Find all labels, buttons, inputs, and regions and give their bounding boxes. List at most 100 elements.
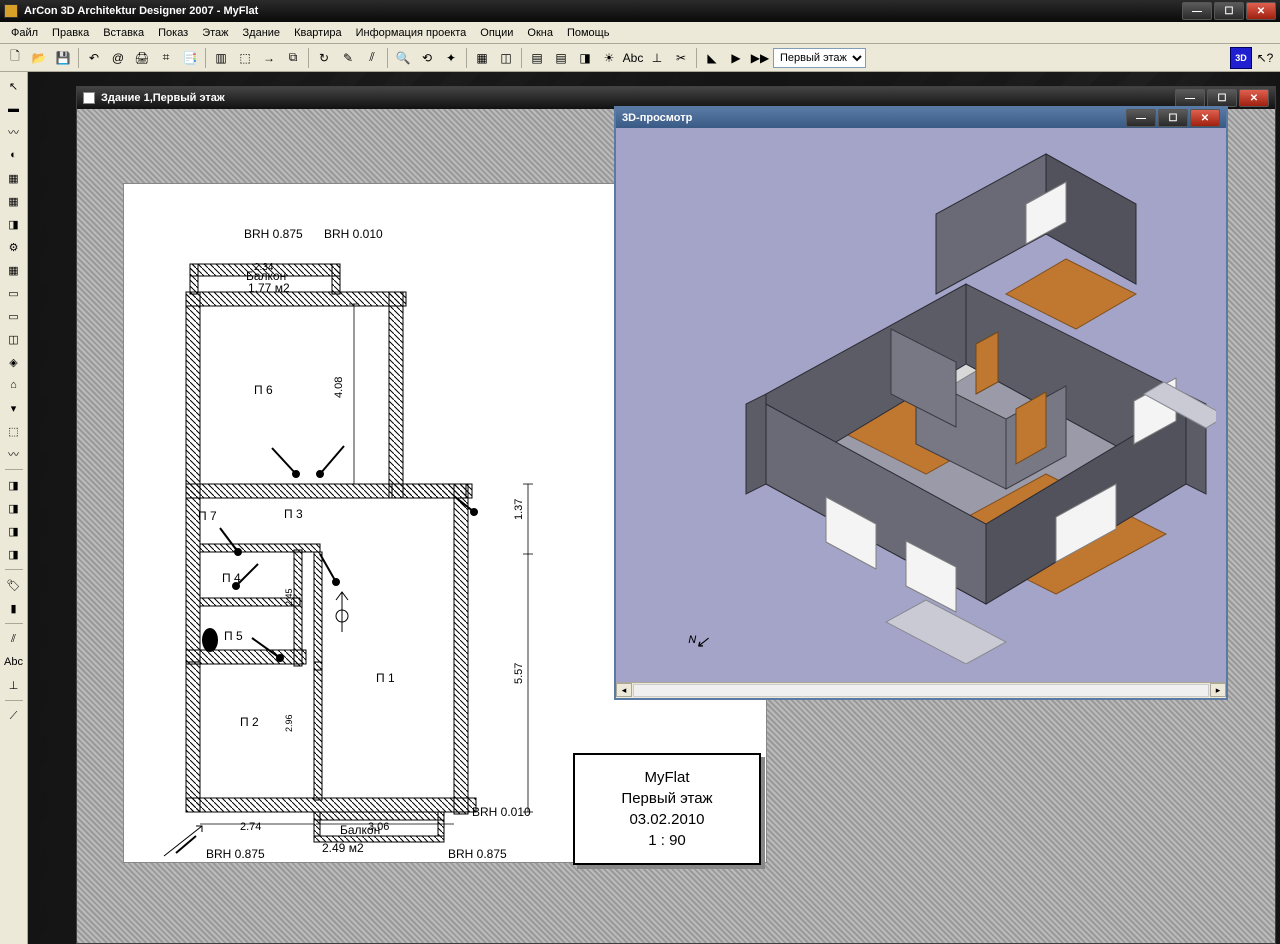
toolbar-button-24[interactable]: ◫ — [495, 47, 517, 69]
lefttb-button-3[interactable]: ◐ — [4, 145, 24, 165]
document-icon — [83, 92, 95, 104]
toolbar-button-11[interactable]: ⬚ — [234, 47, 256, 69]
lefttb-button-11[interactable]: ◫ — [4, 329, 24, 349]
room-label-p2: П 2 — [240, 715, 259, 729]
document-title: Здание 1,Первый этаж — [101, 92, 225, 104]
menu-квартира[interactable]: Квартира — [287, 25, 349, 41]
lefttb-button-2[interactable]: 〰 — [4, 122, 24, 142]
menu-правка[interactable]: Правка — [45, 25, 96, 41]
preview3d-maximize-button[interactable] — [1158, 109, 1188, 127]
dim-137: 1.37 — [513, 499, 525, 520]
menu-информация проекта[interactable]: Информация проекта — [349, 25, 474, 41]
toolbar-button-5[interactable]: @ — [107, 47, 129, 69]
toolbar-separator — [521, 48, 522, 68]
toolbar-button-32[interactable]: ✂ — [670, 47, 692, 69]
toolbar-button-21[interactable]: ✦ — [440, 47, 462, 69]
toolbar-button-2[interactable]: 💾 — [52, 47, 74, 69]
lefttb-button-16[interactable]: 〰 — [4, 444, 24, 464]
toolbar-button-6[interactable]: 🖨 — [131, 47, 153, 69]
lefttb-button-10[interactable]: ▭ — [4, 306, 24, 326]
toolbar-button-23[interactable]: ▦ — [471, 47, 493, 69]
menu-файл[interactable]: Файл — [4, 25, 45, 41]
doc-maximize-button[interactable] — [1207, 89, 1237, 107]
toolbar-button-0[interactable]: 🗋 — [4, 47, 26, 69]
toolbar: 🗋📂💾↶@🖨⌗📑▥⬚→⧉↻✎⫽🔍⟲✦▦◫▤▤◨☀Abc⊥✂◣▶▶▶Первый … — [0, 44, 1280, 72]
lefttb-button-0[interactable]: ↖ — [4, 76, 24, 96]
toolbar-button-13[interactable]: ⧉ — [282, 47, 304, 69]
view-3d-button[interactable]: 3D — [1230, 47, 1252, 69]
lefttb-button-4[interactable]: ▦ — [4, 168, 24, 188]
lefttb-button-8[interactable]: ▦ — [4, 260, 24, 280]
preview3d-scrollbar[interactable]: ◂ ▸ — [616, 682, 1226, 698]
toolbar-button-8[interactable]: 📑 — [179, 47, 201, 69]
maximize-button[interactable] — [1214, 2, 1244, 20]
mdi-area: Здание 1,Первый этаж — [28, 72, 1280, 944]
lefttb-button-1[interactable]: ▬ — [4, 99, 24, 119]
lefttb-button-5[interactable]: ▦ — [4, 191, 24, 211]
menu-этаж[interactable]: Этаж — [195, 25, 235, 41]
lefttb-button-6[interactable]: ◨ — [4, 214, 24, 234]
floor-select[interactable]: Первый этаж — [773, 48, 866, 68]
scroll-track[interactable] — [633, 684, 1209, 697]
lefttb-button-19[interactable]: ◨ — [4, 498, 24, 518]
lefttb-button-15[interactable]: ⬚ — [4, 421, 24, 441]
lefttb-button-9[interactable]: ▭ — [4, 283, 24, 303]
lefttb-button-30[interactable]: ⟋ — [4, 706, 24, 726]
preview3d-minimize-button[interactable] — [1126, 109, 1156, 127]
scroll-right-button[interactable]: ▸ — [1210, 683, 1226, 697]
lefttb-button-23[interactable]: 🏷 — [4, 575, 24, 595]
lefttb-button-7[interactable]: ⚙ — [4, 237, 24, 257]
lefttb-button-24[interactable]: ▮ — [4, 598, 24, 618]
toolbar-button-16[interactable]: ✎ — [337, 47, 359, 69]
scroll-left-button[interactable]: ◂ — [616, 683, 632, 697]
lefttb-button-14[interactable]: ▾ — [4, 398, 24, 418]
toolbar-button-29[interactable]: ☀ — [598, 47, 620, 69]
lefttb-button-26[interactable]: ⫽ — [4, 629, 24, 649]
toolbar-button-36[interactable]: ▶▶ — [749, 47, 771, 69]
toolbar-button-1[interactable]: 📂 — [28, 47, 50, 69]
close-button[interactable] — [1246, 2, 1276, 20]
preview3d-viewport[interactable]: ᴺ↙︎ — [616, 128, 1226, 682]
toolbar-button-27[interactable]: ▤ — [550, 47, 572, 69]
toolbar-button-34[interactable]: ◣ — [701, 47, 723, 69]
toolbar-button-31[interactable]: ⊥ — [646, 47, 668, 69]
menu-здание[interactable]: Здание — [236, 25, 288, 41]
app-icon — [4, 4, 18, 18]
lefttb-button-27[interactable]: Abc — [4, 652, 24, 672]
toolbar-button-30[interactable]: Abc — [622, 47, 644, 69]
menu-опции[interactable]: Опции — [473, 25, 520, 41]
toolbar-button-7[interactable]: ⌗ — [155, 47, 177, 69]
toolbar-button-10[interactable]: ▥ — [210, 47, 232, 69]
preview3d-close-button[interactable] — [1190, 109, 1220, 127]
lefttb-button-20[interactable]: ◨ — [4, 521, 24, 541]
toolbar-button-17[interactable]: ⫽ — [361, 47, 383, 69]
lefttb-button-13[interactable]: ⌂ — [4, 375, 24, 395]
preview3d-titlebar[interactable]: 3D-просмотр — [616, 108, 1226, 128]
menu-окна[interactable]: Окна — [520, 25, 560, 41]
toolbar-separator — [205, 48, 206, 68]
lefttb-button-28[interactable]: ⊥ — [4, 675, 24, 695]
dim-408: 4.08 — [333, 377, 345, 398]
toolbar-button-15[interactable]: ↻ — [313, 47, 335, 69]
doc-minimize-button[interactable] — [1175, 89, 1205, 107]
toolbar-button-12[interactable]: → — [258, 47, 280, 69]
toolbar-button-4[interactable]: ↶ — [83, 47, 105, 69]
lefttb-button-12[interactable]: ◈ — [4, 352, 24, 372]
menu-показ[interactable]: Показ — [151, 25, 195, 41]
dim-306: 3.06 — [368, 821, 389, 833]
menu-помощь[interactable]: Помощь — [560, 25, 617, 41]
toolbar-button-20[interactable]: ⟲ — [416, 47, 438, 69]
toolbar-button-26[interactable]: ▤ — [526, 47, 548, 69]
context-help-button[interactable]: ↖? — [1254, 47, 1276, 69]
lefttb-separator — [5, 569, 23, 570]
toolbar-button-35[interactable]: ▶ — [725, 47, 747, 69]
titleblock-name: MyFlat — [575, 769, 759, 786]
minimize-button[interactable] — [1182, 2, 1212, 20]
menu-вставка[interactable]: Вставка — [96, 25, 151, 41]
toolbar-button-19[interactable]: 🔍 — [392, 47, 414, 69]
lefttb-button-18[interactable]: ◨ — [4, 475, 24, 495]
preview3d-window[interactable]: 3D-просмотр — [614, 106, 1228, 700]
toolbar-button-28[interactable]: ◨ — [574, 47, 596, 69]
lefttb-button-21[interactable]: ◨ — [4, 544, 24, 564]
doc-close-button[interactable] — [1239, 89, 1269, 107]
